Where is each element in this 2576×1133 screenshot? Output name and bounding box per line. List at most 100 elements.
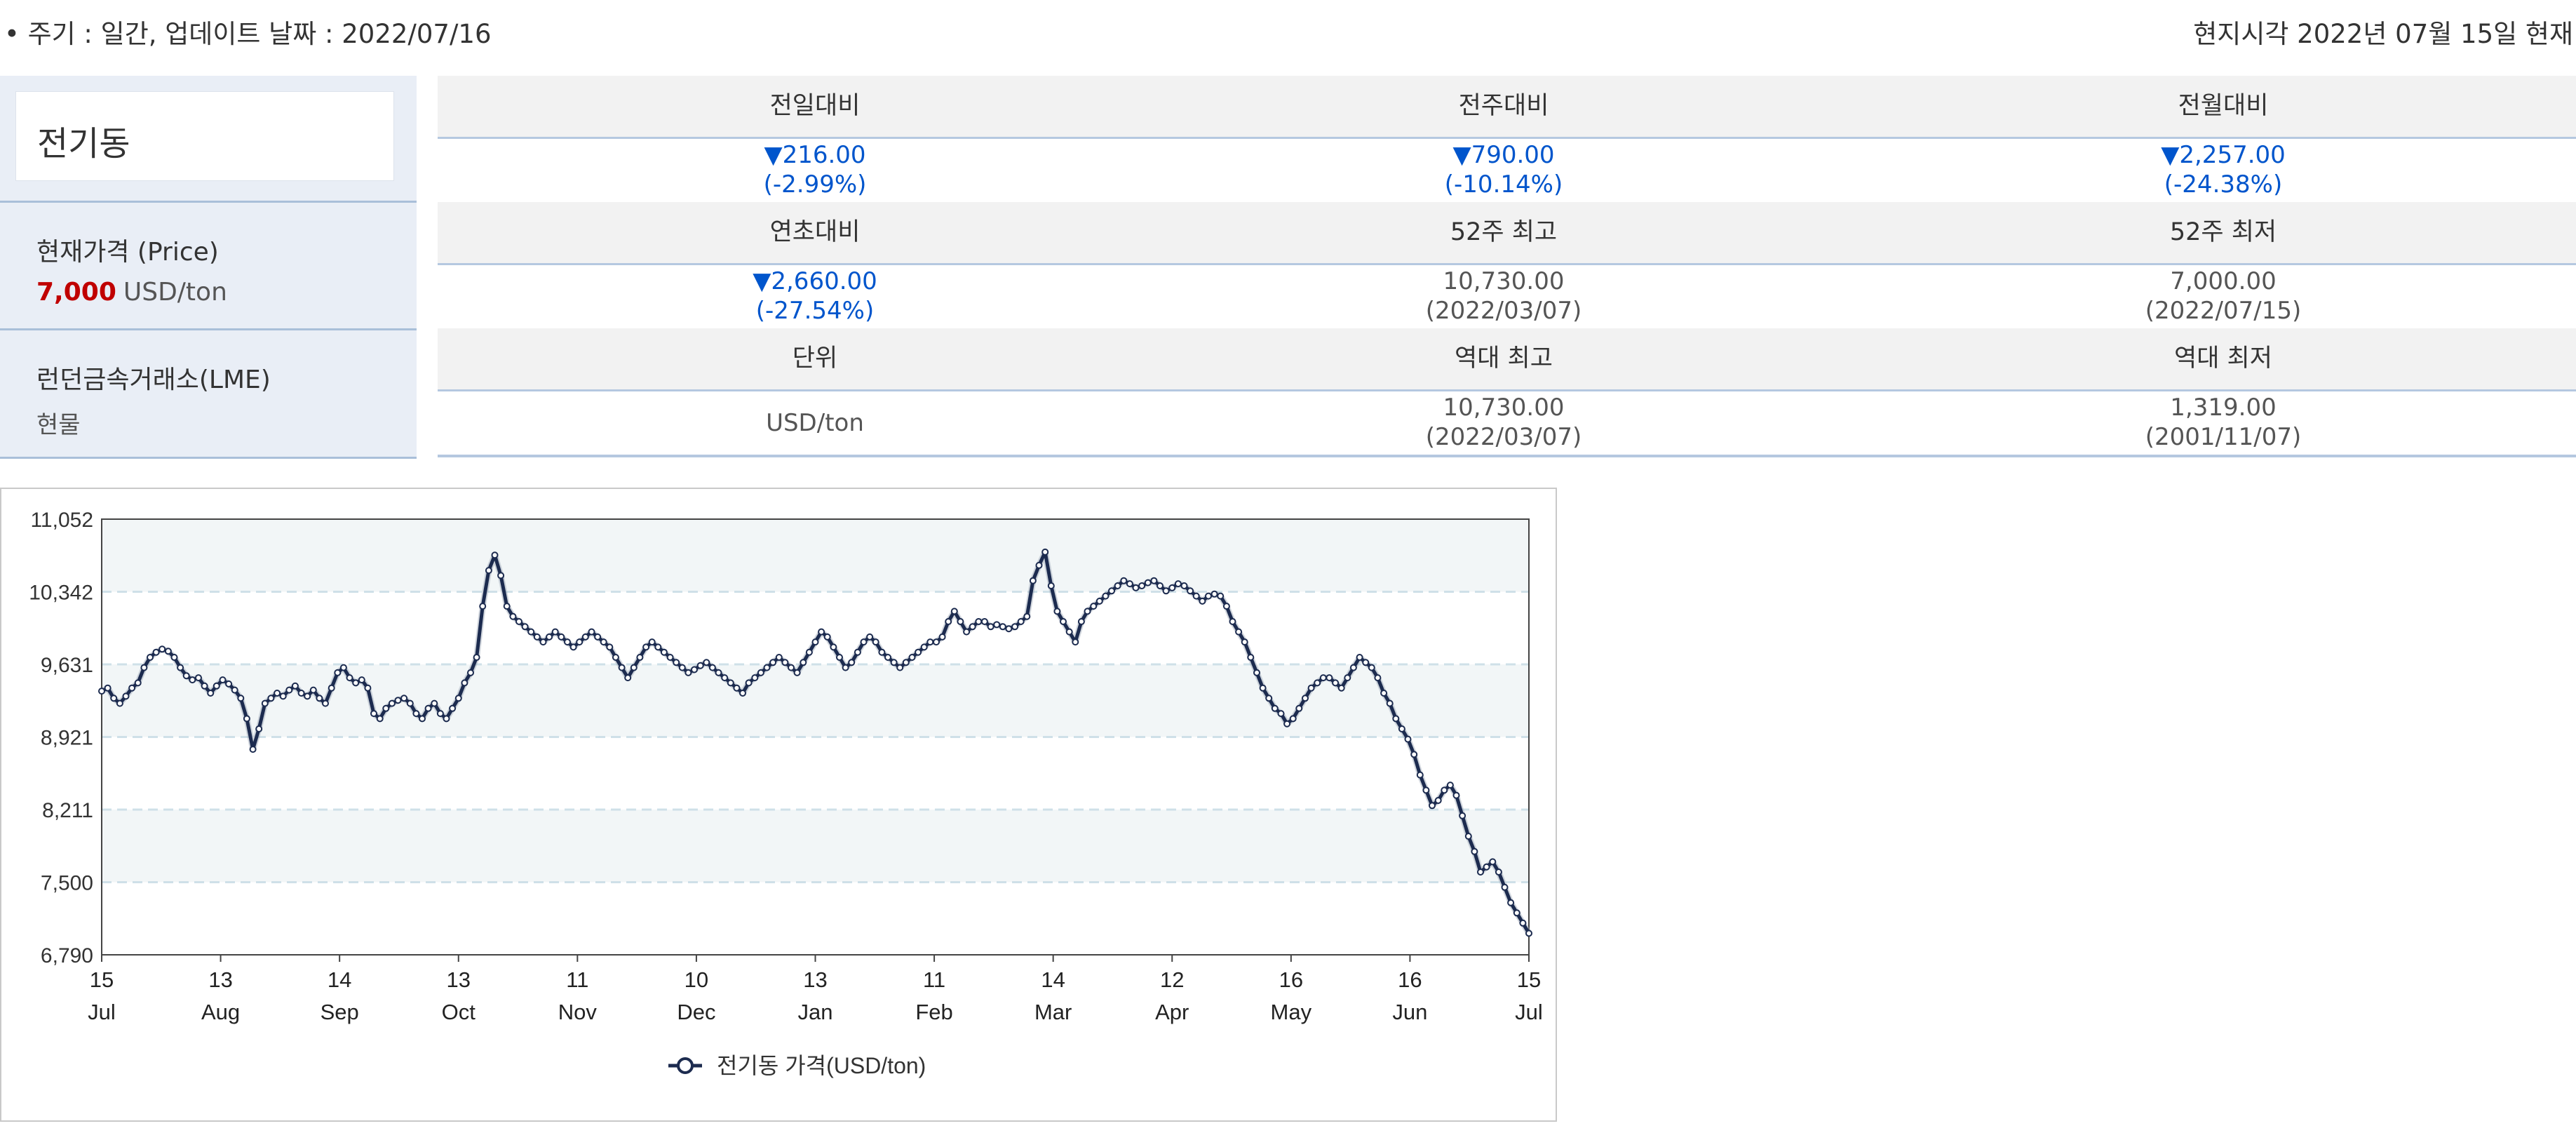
- data-point: [1156, 582, 1164, 589]
- data-point: [733, 684, 741, 692]
- exchange-name: 런던금속거래소(LME): [36, 366, 271, 394]
- data-point: [388, 699, 396, 707]
- stat-date-alltime-high: (2022/03/07): [1425, 423, 1582, 451]
- data-point: [678, 664, 686, 671]
- data-point: [1247, 654, 1255, 661]
- row-divider: [438, 263, 2576, 265]
- data-point: [721, 674, 729, 682]
- data-point: [648, 638, 656, 646]
- data-point: [975, 618, 983, 625]
- data-point: [673, 659, 680, 666]
- data-point: [896, 664, 904, 671]
- data-point: [449, 704, 457, 712]
- data-point: [159, 645, 166, 653]
- x-tick-day: 10: [685, 967, 708, 992]
- data-point: [539, 638, 547, 646]
- data-point: [521, 623, 529, 631]
- data-point: [666, 654, 674, 661]
- stat-value-monthly: ▼2,257.00: [2161, 141, 2286, 169]
- data-point: [866, 633, 874, 641]
- data-point: [823, 633, 831, 641]
- data-point: [195, 674, 202, 682]
- data-point: [225, 680, 233, 688]
- data-point: [751, 674, 759, 682]
- price-label: 현재가격 (Price): [36, 238, 219, 267]
- x-tick-day: 12: [1160, 967, 1184, 992]
- stat-value-52w-low: 7,000.00: [2170, 267, 2277, 295]
- stat-value-weekly: ▼790.00: [1452, 141, 1555, 169]
- data-point: [322, 699, 329, 707]
- x-tick-day: 11: [566, 967, 588, 992]
- plot-band: [102, 882, 1529, 955]
- data-point: [1416, 771, 1424, 779]
- x-tick-day: 16: [1398, 967, 1422, 992]
- data-point: [249, 746, 257, 753]
- stat-value-ytd: ▼2,660.00: [753, 267, 877, 295]
- x-tick-day: 14: [1041, 967, 1065, 992]
- data-point: [1090, 603, 1098, 610]
- price-line-chart: 11,05210,3429,6318,9218,2117,5006,79015J…: [29, 509, 1543, 1078]
- data-point: [285, 686, 293, 694]
- x-tick-month: Nov: [558, 1000, 598, 1024]
- data-point: [999, 623, 1006, 631]
- data-point: [237, 695, 245, 702]
- data-point: [376, 715, 384, 723]
- data-point: [1199, 597, 1206, 605]
- data-point: [352, 679, 360, 687]
- data-point: [1349, 664, 1357, 671]
- data-point: [485, 567, 492, 575]
- data-point: [739, 690, 746, 697]
- data-point: [479, 603, 487, 610]
- data-point: [1271, 704, 1279, 712]
- data-point: [1507, 899, 1515, 906]
- data-point: [1132, 584, 1140, 591]
- data-point: [152, 648, 160, 656]
- price-value-line: 7,000 USD/ton: [36, 278, 227, 307]
- data-point: [642, 643, 650, 651]
- data-point: [1326, 674, 1333, 682]
- data-point: [1053, 608, 1061, 615]
- x-tick-month: Aug: [201, 1000, 240, 1024]
- data-point: [201, 682, 208, 690]
- data-point: [581, 633, 589, 641]
- data-point: [509, 612, 517, 620]
- data-point: [140, 664, 148, 671]
- data-point: [1023, 612, 1031, 620]
- data-point: [243, 715, 250, 723]
- data-point: [309, 686, 317, 694]
- data-point: [147, 654, 154, 661]
- data-point: [316, 695, 323, 702]
- data-point: [255, 725, 263, 732]
- row-divider: [438, 389, 2576, 391]
- data-point: [551, 628, 559, 636]
- data-point: [406, 699, 414, 707]
- table-bottom-border: [438, 455, 2576, 457]
- data-point: [382, 704, 390, 712]
- data-point: [267, 695, 275, 702]
- data-point: [491, 551, 499, 559]
- stat-label-52w-low: 52주 최저: [2169, 218, 2277, 246]
- data-point: [1084, 608, 1091, 615]
- data-point: [1162, 587, 1170, 595]
- stat-label-daily: 전일대비: [769, 92, 861, 120]
- data-point: [569, 643, 577, 651]
- data-point: [606, 643, 614, 651]
- y-tick-label: 11,052: [30, 509, 93, 532]
- data-point: [636, 654, 644, 661]
- stat-pct-monthly: (-24.38%): [2164, 170, 2283, 199]
- data-point: [110, 695, 118, 702]
- data-point: [134, 679, 142, 687]
- data-point: [189, 676, 196, 684]
- data-point: [594, 633, 602, 641]
- data-point: [219, 676, 227, 684]
- legend-label[interactable]: 전기동 가격(USD/ton): [717, 1053, 926, 1078]
- data-point: [1144, 579, 1152, 586]
- commodity-summary-panel: 전기동 현재가격 (Price) 7,000 USD/ton 런던금속거래소(LM…: [0, 76, 417, 459]
- data-point: [1011, 623, 1019, 631]
- x-tick-month: May: [1271, 1000, 1312, 1024]
- data-point: [1513, 909, 1520, 917]
- x-tick-month: Oct: [442, 1000, 476, 1024]
- stats-header-row: [438, 202, 2576, 264]
- data-point: [1017, 618, 1025, 625]
- data-point: [926, 638, 934, 646]
